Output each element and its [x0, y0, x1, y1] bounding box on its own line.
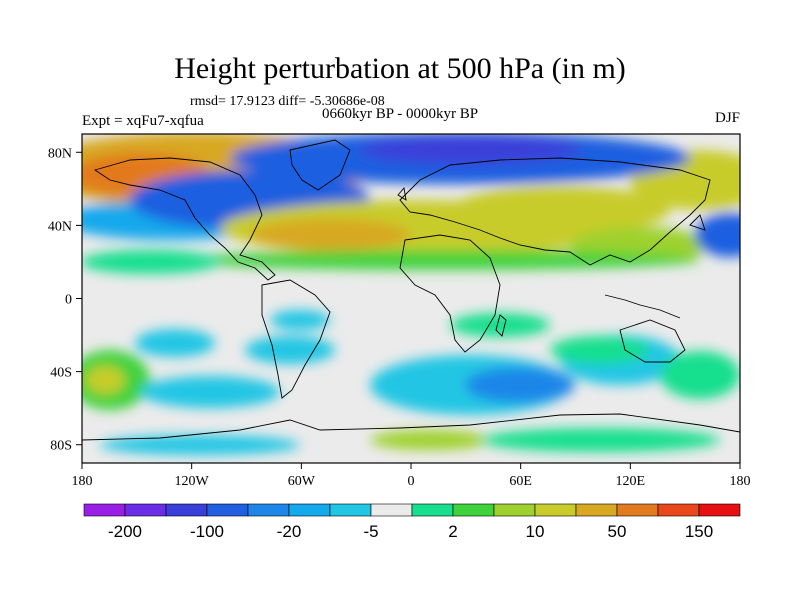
colorbar-label: -5 — [363, 522, 378, 541]
field-pos-ant — [370, 430, 490, 450]
lon-tick-label: 60W — [288, 474, 316, 489]
colorbar-label: 2 — [448, 522, 457, 541]
colorbar-label: 50 — [608, 522, 627, 541]
field-neg-ant — [100, 435, 300, 455]
field-pos-mid — [450, 313, 550, 337]
axis-ticks: 80N 40N 0 40S 80S 180 120W 60W 0 60E 120E 180 — [48, 146, 751, 489]
lat-tick-label: 80S — [50, 439, 72, 454]
lon-tick-label: 180 — [72, 474, 93, 489]
colorbar-swatch — [165, 503, 208, 517]
field-neg-mid — [270, 310, 330, 330]
colorbar-swatch — [534, 503, 577, 517]
season-label: DJF — [714, 110, 740, 126]
colorbar-label: -100 — [190, 522, 224, 541]
coastlines — [82, 139, 740, 441]
colorbar-swatch — [370, 503, 413, 517]
colorbar-label: -200 — [108, 522, 142, 541]
field-neg-sam — [245, 336, 335, 364]
colorbar-swatch — [83, 503, 126, 517]
field-pos-se — [660, 351, 740, 399]
field-pos-sio — [550, 336, 650, 364]
colorbar-swatch — [575, 503, 618, 517]
colorbar-swatch — [657, 503, 700, 517]
colorbar-swatch — [247, 503, 290, 517]
lat-tick-label: 80N — [48, 146, 72, 161]
colorbar-swatch — [452, 503, 495, 517]
field-pos-asia — [450, 186, 670, 234]
lon-tick-label: 0 — [408, 474, 415, 489]
field-green-strip — [180, 250, 700, 270]
field-pos-ant2 — [480, 428, 720, 452]
colorbar-swatch — [288, 503, 331, 517]
field-neg-arctic-core — [360, 136, 580, 164]
colorbar-swatch — [329, 503, 372, 517]
field-neg-spac — [140, 376, 280, 408]
lat-tick-label: 0 — [65, 293, 72, 308]
colorbar-label: 150 — [685, 522, 713, 541]
map-title: Height perturbation at 500 hPa (in m) — [174, 52, 626, 85]
colorbar-swatch — [616, 503, 659, 517]
lon-tick-label: 120E — [616, 474, 646, 489]
lon-tick-label: 120W — [175, 474, 210, 489]
colorbar-swatch — [493, 503, 536, 517]
field-layer — [82, 134, 740, 463]
experiment-label: Expt = xqFu7-xqfua — [82, 113, 204, 129]
colorbar-swatch — [411, 503, 454, 517]
colorbar-label: -20 — [277, 522, 302, 541]
field-pos-atl-core — [250, 219, 410, 251]
stats-subtitle: rmsd= 17.9123 diff= -5.30686e-08 — [190, 94, 385, 109]
lat-tick-label: 40N — [48, 219, 72, 234]
colorbar-swatch — [698, 503, 741, 517]
lat-tick-label: 40S — [50, 366, 72, 381]
colorbar-label: 10 — [526, 522, 545, 541]
period-subtitle: 0660kyr BP - 0000kyr BP — [322, 106, 479, 122]
field-neg-npac — [695, 213, 740, 257]
lon-tick-label: 180 — [730, 474, 751, 489]
field-green-west — [82, 250, 220, 274]
colorbar-swatch — [124, 503, 167, 517]
lon-tick-label: 60E — [509, 474, 532, 489]
colorbar: -200 -100 -20 -5 2 10 50 150 — [83, 503, 741, 541]
colorbar-swatch — [206, 503, 249, 517]
field-neg-satl-core — [465, 367, 575, 403]
field-neg-sw — [135, 329, 215, 357]
field-pos-sw-core — [85, 366, 125, 394]
